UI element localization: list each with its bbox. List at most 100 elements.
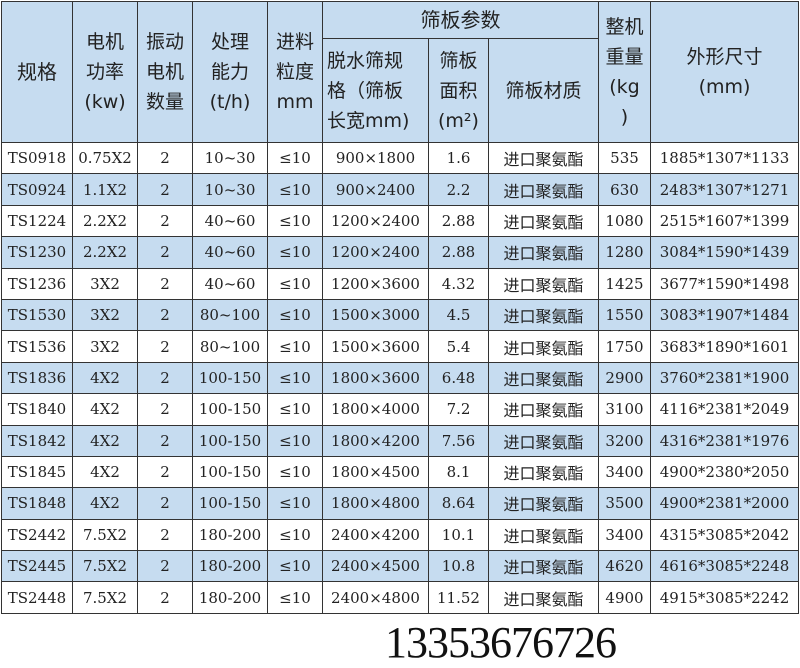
header-weight-line: (kg	[609, 76, 640, 98]
cell-spec: TS0918	[1, 141, 73, 175]
cell-power: 3X2	[72, 267, 138, 300]
cell-screen-material: 进口聚氨酯	[488, 455, 599, 489]
header-feed-size: 进料 粒度 mm	[267, 1, 323, 143]
header-capacity-line: 处理	[210, 31, 249, 53]
cell-screen-area: 7.56	[428, 424, 489, 457]
cell-feed-size: ≤10	[267, 424, 323, 457]
table-row: TS0924 1.1X2 2 10~30 ≤10 900×2400 2.2 进口聚氨酯 630 2…	[1, 173, 799, 206]
cell-screen-material: 进口聚氨酯	[488, 550, 599, 583]
cell-spec: TS1230	[1, 236, 73, 269]
cell-screen-size: 1500×3000	[322, 298, 429, 332]
cell-feed-size: ≤10	[267, 236, 323, 269]
cell-weight: 3100	[598, 393, 651, 426]
cell-motor-count: 2	[137, 267, 193, 300]
cell-power: 4X2	[72, 393, 138, 426]
cell-screen-size: 1800×4200	[322, 424, 429, 457]
cell-capacity: 100-150	[192, 424, 268, 457]
cell-spec: TS1848	[1, 487, 73, 520]
cell-weight: 3500	[598, 487, 651, 520]
cell-feed-size: ≤10	[267, 361, 323, 395]
header-power-line: (kw)	[84, 91, 126, 113]
cell-spec: TS1836	[1, 361, 73, 395]
cell-feed-size: ≤10	[267, 141, 323, 175]
cell-dimensions: 4316*2381*1976	[650, 424, 799, 457]
header-motor-count-line: 数量	[145, 91, 184, 113]
cell-screen-area: 11.52	[428, 581, 489, 614]
table-row: TS1845 4X2 2 100-150 ≤10 1800×4500 8.1 进口聚氨酯 340…	[1, 455, 799, 489]
cell-feed-size: ≤10	[267, 393, 323, 426]
cell-weight: 3400	[598, 518, 651, 552]
cell-dimensions: 4915*3085*2242	[650, 581, 799, 614]
table-row: TS2448 7.5X2 2 180-200 ≤10 2400×4800 11.52 进口聚氨…	[1, 581, 799, 614]
cell-screen-material: 进口聚氨酯	[488, 487, 599, 520]
table-row: TS1236 3X2 2 40~60 ≤10 1200×3600 4.32 进口聚氨酯 1425…	[1, 267, 799, 300]
cell-capacity: 100-150	[192, 393, 268, 426]
cell-feed-size: ≤10	[267, 518, 323, 552]
cell-power: 3X2	[72, 298, 138, 332]
cell-weight: 2900	[598, 361, 651, 395]
cell-weight: 535	[598, 141, 651, 175]
header-dimensions-line: 外形尺寸	[686, 46, 763, 68]
header-weight-line: 重量	[605, 46, 644, 68]
cell-screen-area: 2.88	[428, 204, 489, 238]
cell-dimensions: 4900*2381*2000	[650, 487, 799, 520]
cell-screen-area: 8.1	[428, 455, 489, 489]
header-capacity-line: (t/h)	[209, 91, 251, 113]
header-dimensions-line: (mm)	[698, 76, 751, 98]
header-screen-size-line: 脱水筛规	[327, 49, 404, 72]
cell-dimensions: 3760*2381*1900	[650, 361, 799, 395]
header-feed-size-line: 进料	[275, 31, 314, 53]
cell-screen-size: 2400×4200	[322, 518, 429, 552]
cell-screen-material: 进口聚氨酯	[488, 141, 599, 175]
cell-spec: TS2445	[1, 550, 73, 583]
cell-power: 1.1X2	[72, 173, 138, 206]
cell-feed-size: ≤10	[267, 298, 323, 332]
table-row: TS1230 2.2X2 2 40~60 ≤10 1200×2400 2.88 进口聚氨酯 12…	[1, 236, 799, 269]
cell-capacity: 100-150	[192, 487, 268, 520]
cell-dimensions: 3683*1890*1601	[650, 330, 799, 363]
cell-screen-size: 1200×2400	[322, 236, 429, 269]
cell-dimensions: 3083*1907*1484	[650, 298, 799, 332]
header-screen-area-line: 筛板	[439, 49, 478, 72]
cell-screen-material: 进口聚氨酯	[488, 424, 599, 457]
header-weight: 整机 重量 (kg)	[598, 1, 651, 143]
table-row: TS1840 4X2 2 100-150 ≤10 1800×4000 7.2 进口聚氨酯 310…	[1, 393, 799, 426]
cell-spec: TS2442	[1, 518, 73, 552]
cell-motor-count: 2	[137, 518, 193, 552]
cell-power: 4X2	[72, 487, 138, 520]
cell-motor-count: 2	[137, 141, 193, 175]
table-row: TS1530 3X2 2 80~100 ≤10 1500×3000 4.5 进口聚氨酯 1550…	[1, 298, 799, 332]
cell-weight: 1280	[598, 236, 651, 269]
cell-motor-count: 2	[137, 298, 193, 332]
cell-motor-count: 2	[137, 361, 193, 395]
cell-power: 3X2	[72, 330, 138, 363]
header-feed-size-line: mm	[276, 91, 314, 113]
cell-power: 4X2	[72, 424, 138, 457]
cell-capacity: 180-200	[192, 518, 268, 552]
cell-capacity: 180-200	[192, 581, 268, 614]
cell-power: 2.2X2	[72, 204, 138, 238]
cell-screen-size: 1500×3600	[322, 330, 429, 363]
cell-motor-count: 2	[137, 236, 193, 269]
cell-screen-material: 进口聚氨酯	[488, 330, 599, 363]
cell-capacity: 40~60	[192, 267, 268, 300]
cell-motor-count: 2	[137, 581, 193, 614]
cell-spec: TS1536	[1, 330, 73, 363]
cell-motor-count: 2	[137, 204, 193, 238]
table-row: TS2445 7.5X2 2 180-200 ≤10 2400×4500 10.8 进口聚氨酯…	[1, 550, 799, 583]
cell-screen-area: 5.4	[428, 330, 489, 363]
cell-dimensions: 1885*1307*1133	[650, 141, 799, 175]
cell-weight: 1425	[598, 267, 651, 300]
cell-screen-area: 1.6	[428, 141, 489, 175]
cell-screen-area: 7.2	[428, 393, 489, 426]
cell-capacity: 180-200	[192, 550, 268, 583]
table-row: TS1848 4X2 2 100-150 ≤10 1800×4800 8.64 进口聚氨酯 35…	[1, 487, 799, 520]
cell-feed-size: ≤10	[267, 204, 323, 238]
header-weight-line: )	[620, 106, 629, 128]
cell-screen-material: 进口聚氨酯	[488, 361, 599, 395]
cell-motor-count: 2	[137, 550, 193, 583]
cell-screen-size: 1200×2400	[322, 204, 429, 238]
cell-dimensions: 4116*2381*2049	[650, 393, 799, 426]
cell-weight: 3400	[598, 455, 651, 489]
cell-weight: 4900	[598, 581, 651, 614]
